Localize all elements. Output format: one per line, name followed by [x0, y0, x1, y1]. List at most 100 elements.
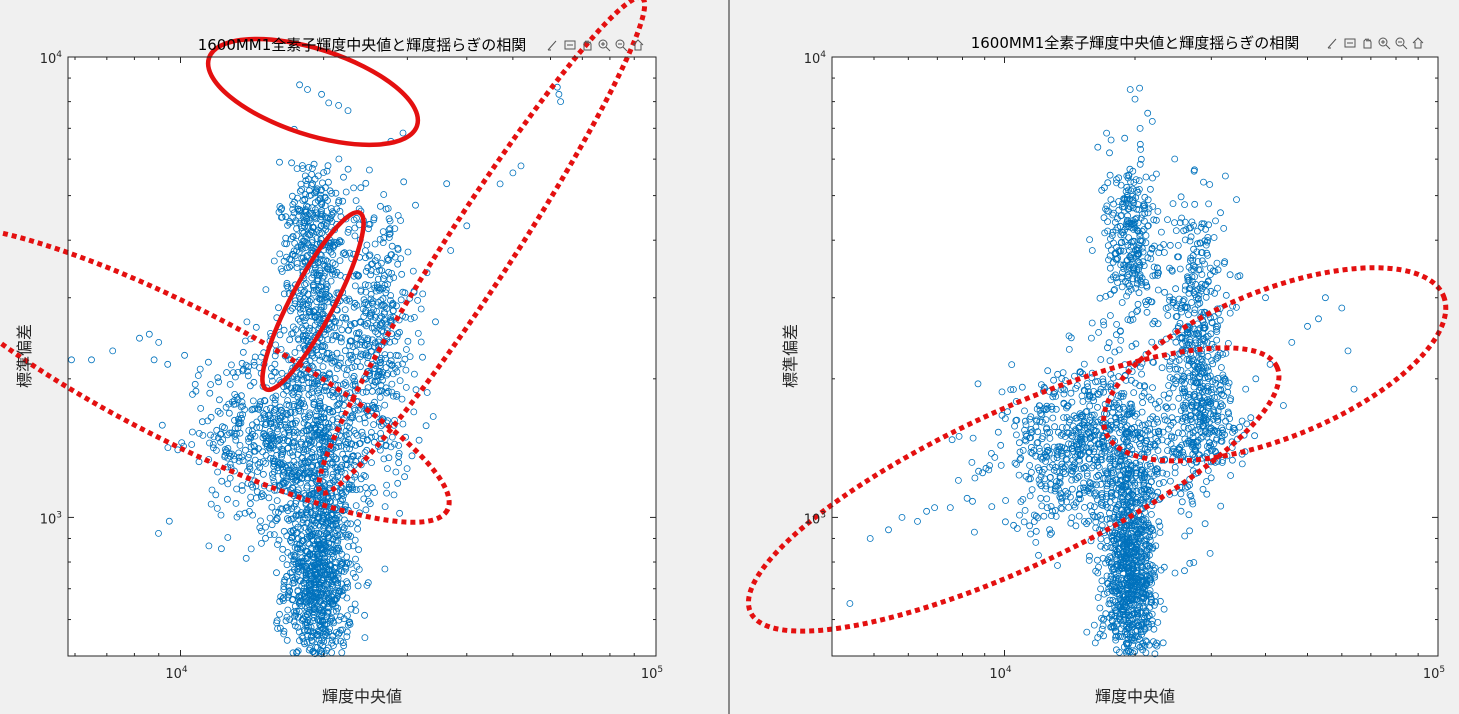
data-point — [1058, 447, 1065, 455]
data-point — [305, 163, 313, 171]
data-point — [278, 369, 286, 377]
data-point — [1128, 476, 1136, 484]
data-point — [368, 377, 376, 385]
data-point — [1112, 491, 1119, 499]
data-point — [234, 396, 242, 404]
data-point — [1058, 375, 1066, 383]
data-point — [1127, 519, 1135, 526]
data-point — [1124, 316, 1132, 324]
data-point — [318, 518, 326, 526]
data-point — [385, 234, 393, 241]
data-point — [314, 632, 322, 640]
data-point — [1067, 334, 1075, 342]
home-icon[interactable] — [631, 38, 645, 52]
zoom-out-icon[interactable] — [614, 38, 628, 52]
data-point — [306, 442, 314, 449]
data-point — [412, 386, 420, 394]
data-point — [341, 347, 349, 355]
data-point — [318, 201, 326, 208]
data-point — [273, 569, 280, 577]
data-point — [340, 615, 348, 623]
data-point — [1086, 236, 1093, 244]
data-point — [332, 537, 340, 544]
zoom-in-icon[interactable] — [597, 38, 611, 52]
data-point — [1138, 408, 1146, 416]
data-point — [1117, 562, 1125, 570]
data-point — [337, 354, 345, 362]
data-point — [1027, 434, 1034, 442]
data-point — [310, 606, 318, 614]
data-point — [194, 372, 202, 379]
data-point — [1098, 491, 1106, 499]
data-point — [351, 224, 359, 232]
data-point — [1081, 464, 1088, 472]
datatip-icon[interactable] — [563, 38, 577, 52]
data-point — [1106, 520, 1114, 527]
data-point — [1105, 339, 1113, 347]
left-axes-toolbar[interactable] — [546, 38, 645, 52]
data-point — [1152, 400, 1159, 408]
data-point — [1116, 595, 1124, 603]
data-point — [383, 465, 391, 473]
data-point — [1058, 505, 1066, 513]
data-point — [309, 364, 317, 372]
left-annotations — [0, 0, 648, 525]
data-point — [317, 303, 325, 311]
data-point — [1185, 289, 1193, 297]
data-point — [1213, 259, 1221, 267]
data-point — [300, 219, 308, 227]
data-point — [1037, 494, 1045, 502]
data-point — [1064, 450, 1072, 458]
data-point — [1103, 503, 1111, 511]
data-point — [221, 424, 228, 432]
data-point — [1127, 574, 1135, 582]
data-point — [347, 414, 355, 422]
data-point — [1143, 473, 1151, 481]
data-point — [308, 394, 316, 402]
data-point — [1144, 222, 1152, 230]
data-point — [1148, 491, 1156, 499]
data-point — [1088, 419, 1096, 427]
data-point — [268, 521, 276, 529]
data-point — [342, 531, 350, 539]
data-point — [295, 398, 303, 406]
data-point — [1091, 490, 1098, 498]
data-point — [1013, 460, 1020, 468]
data-point — [1123, 220, 1130, 228]
data-point — [1068, 398, 1076, 406]
data-point — [283, 382, 291, 390]
data-point — [1108, 232, 1116, 239]
data-point — [1030, 518, 1038, 525]
data-point — [367, 313, 375, 321]
data-point — [1004, 408, 1011, 416]
data-point — [311, 206, 319, 214]
data-point — [284, 283, 292, 291]
data-point — [1181, 236, 1189, 244]
data-point — [316, 584, 323, 591]
data-point — [1148, 610, 1156, 618]
data-point — [1132, 541, 1140, 549]
data-point — [344, 359, 352, 367]
data-point — [1141, 193, 1149, 201]
brush-icon[interactable] — [546, 38, 560, 52]
data-point — [1144, 572, 1151, 579]
data-point — [1103, 482, 1111, 490]
data-point — [217, 545, 225, 553]
pan-icon[interactable] — [580, 38, 594, 52]
data-point — [1118, 283, 1126, 291]
data-point — [274, 541, 281, 548]
data-point — [1128, 409, 1136, 417]
data-point — [335, 361, 343, 369]
data-point — [231, 425, 239, 433]
data-point — [278, 204, 286, 212]
data-point — [1100, 444, 1108, 452]
data-point — [299, 634, 307, 642]
data-point — [321, 382, 329, 390]
data-point — [1129, 483, 1137, 491]
data-point — [300, 580, 308, 587]
data-point — [1035, 551, 1042, 559]
data-point — [273, 428, 281, 436]
data-point — [308, 246, 316, 254]
data-point — [283, 240, 290, 248]
data-point — [410, 370, 418, 378]
